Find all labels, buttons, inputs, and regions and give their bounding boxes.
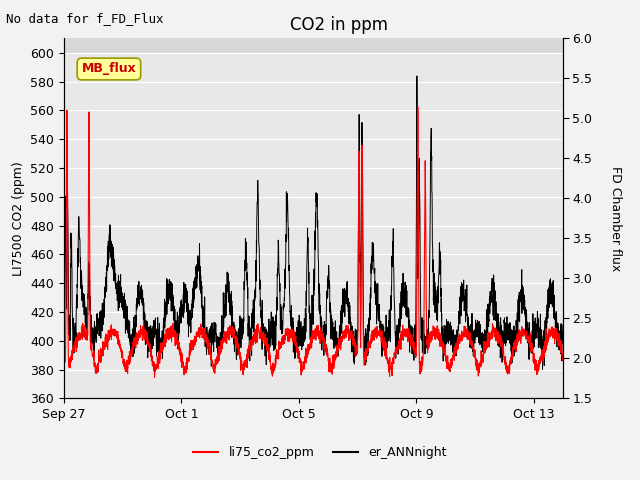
- Legend: li75_co2_ppm, er_ANNnight: li75_co2_ppm, er_ANNnight: [188, 441, 452, 464]
- Bar: [64, 38, 563, 53]
- Text: No data for f_FD_Flux: No data for f_FD_Flux: [6, 12, 164, 25]
- Title: CO2 in ppm: CO2 in ppm: [289, 16, 388, 34]
- Y-axis label: FD Chamber flux: FD Chamber flux: [609, 166, 622, 271]
- Text: MB_flux: MB_flux: [81, 62, 136, 75]
- Y-axis label: LI7500 CO2 (ppm): LI7500 CO2 (ppm): [12, 161, 25, 276]
